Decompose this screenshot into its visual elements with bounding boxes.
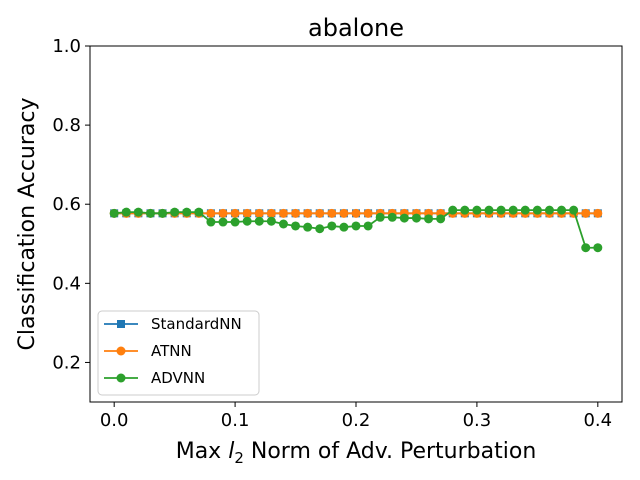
data-point-advnn [351, 221, 361, 231]
data-point-advnn [508, 205, 518, 215]
x-axis: 0.0 0.1 0.2 0.3 0.4 [100, 402, 612, 431]
data-point-advnn [266, 216, 276, 226]
x-axis-label-italic: l [228, 439, 234, 464]
data-point-advnn [145, 208, 155, 218]
data-point-advnn [436, 214, 446, 224]
y-tick-label: 1.0 [52, 36, 81, 57]
data-point-advnn [569, 205, 579, 215]
data-point-advnn [254, 216, 264, 226]
data-point-advnn [557, 205, 567, 215]
y-axis-label: Classification Accuracy [15, 98, 40, 351]
x-axis-label: Max l2 Norm of Adv. Perturbation [176, 439, 537, 467]
y-tick-label: 0.6 [52, 194, 81, 215]
data-point-advnn [230, 217, 240, 227]
data-point-advnn [411, 213, 421, 223]
data-point-advnn [218, 217, 228, 227]
data-point-advnn [472, 205, 482, 215]
legend-label-advnn: ADVNN [151, 369, 205, 387]
legend-marker-advnn [116, 373, 126, 383]
data-point-advnn [121, 207, 131, 217]
data-point-advnn [593, 243, 603, 253]
y-tick-label: 0.8 [52, 115, 81, 136]
data-point-atnn [218, 208, 228, 218]
legend-entry-atnn: ATNN [104, 342, 192, 360]
legend-marker-atnn [116, 346, 126, 356]
data-point-atnn [230, 208, 240, 218]
x-tick-label: 0.3 [463, 410, 492, 431]
data-point-advnn [532, 205, 542, 215]
x-axis-label-suffix: Norm of Adv. Perturbation [244, 439, 536, 464]
data-point-advnn [387, 212, 397, 222]
data-point-advnn [242, 216, 252, 226]
data-point-atnn [266, 208, 276, 218]
data-point-atnn [593, 208, 603, 218]
data-point-atnn [581, 208, 591, 218]
data-point-advnn [291, 221, 301, 231]
data-point-advnn [484, 205, 494, 215]
x-tick-label: 0.2 [342, 410, 371, 431]
data-point-advnn [315, 224, 325, 234]
x-axis-label-subscript: 2 [234, 449, 244, 467]
legend-label-atnn: ATNN [151, 342, 192, 360]
legend-entry-advnn: ADVNN [104, 369, 205, 387]
data-point-advnn [581, 243, 591, 253]
x-tick-label: 0.0 [100, 410, 129, 431]
legend: StandardNN ATNN ADVNN [97, 310, 260, 396]
data-point-atnn [315, 208, 325, 218]
data-point-advnn [170, 207, 180, 217]
data-point-atnn [351, 208, 361, 218]
data-point-advnn [327, 221, 337, 231]
series-advnn [109, 205, 603, 253]
data-point-atnn [363, 208, 373, 218]
data-point-atnn [254, 208, 264, 218]
data-point-advnn [278, 219, 288, 229]
data-point-atnn [291, 208, 301, 218]
legend-marker-standardnn [117, 320, 125, 328]
data-point-advnn [424, 214, 434, 224]
data-point-advnn [399, 213, 409, 223]
data-point-atnn [339, 208, 349, 218]
data-point-advnn [375, 212, 385, 222]
data-point-advnn [363, 221, 373, 231]
y-tick-label: 0.4 [52, 273, 81, 294]
data-point-advnn [194, 207, 204, 217]
legend-entry-standardnn: StandardNN [104, 315, 242, 333]
y-axis: 0.2 0.4 0.6 0.8 1.0 [52, 36, 90, 373]
legend-label-standardnn: StandardNN [151, 315, 242, 333]
data-point-atnn [278, 208, 288, 218]
x-tick-label: 0.4 [583, 410, 612, 431]
data-point-advnn [206, 217, 216, 227]
data-point-atnn [206, 208, 216, 218]
data-point-atnn [242, 208, 252, 218]
y-tick-label: 0.2 [52, 352, 81, 373]
plot-series-group [109, 205, 603, 253]
data-point-advnn [520, 205, 530, 215]
data-point-advnn [109, 208, 119, 218]
data-point-advnn [544, 205, 554, 215]
data-point-advnn [448, 205, 458, 215]
legend-box [97, 310, 260, 396]
data-point-advnn [158, 208, 168, 218]
x-tick-label: 0.1 [221, 410, 250, 431]
x-axis-label-prefix: Max [176, 439, 228, 464]
data-point-atnn [303, 208, 313, 218]
chart-title: abalone [308, 14, 404, 42]
data-point-advnn [303, 222, 313, 232]
data-point-advnn [496, 205, 506, 215]
data-point-advnn [339, 222, 349, 232]
data-point-advnn [133, 207, 143, 217]
data-point-advnn [460, 205, 470, 215]
data-point-atnn [327, 208, 337, 218]
data-point-advnn [182, 207, 192, 217]
